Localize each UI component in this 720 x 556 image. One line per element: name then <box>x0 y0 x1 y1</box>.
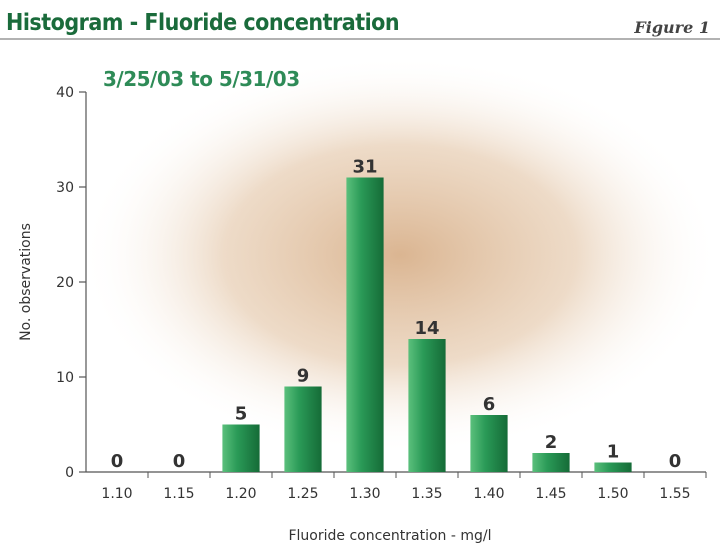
bar-value-label: 9 <box>297 366 310 387</box>
x-tick-label: 1.40 <box>473 486 504 502</box>
y-tick-label: 40 <box>56 85 74 101</box>
background-glow <box>80 55 720 455</box>
histogram-bar <box>408 339 446 472</box>
bar-value-label: 1 <box>607 442 620 463</box>
chart-title: Histogram - Fluoride concentration <box>6 10 399 36</box>
bar-value-label: 0 <box>111 451 124 472</box>
x-tick-label: 1.45 <box>535 486 566 502</box>
x-tick-label: 1.30 <box>349 486 380 502</box>
x-tick-label: 1.25 <box>287 486 318 502</box>
bar-value-label: 6 <box>483 394 496 415</box>
chart-subtitle: 3/25/03 to 5/31/03 <box>103 67 300 91</box>
histogram-bar <box>532 453 570 472</box>
bar-value-label: 14 <box>414 318 439 339</box>
histogram-bar <box>222 424 260 472</box>
bars: 0 0 5 9 31 14 6 2 1 0 <box>111 157 682 472</box>
y-tick-label: 10 <box>56 370 74 386</box>
histogram-bar <box>470 415 508 472</box>
bar-value-label: 0 <box>669 451 682 472</box>
bar-value-label: 31 <box>352 157 377 178</box>
figure-label: Figure 1 <box>633 18 710 37</box>
x-tick-label: 1.50 <box>597 486 628 502</box>
bar-value-label: 0 <box>173 451 186 472</box>
x-ticks: 1.10 1.15 1.20 1.25 1.30 1.35 1.40 1.45 1.50 1.55 <box>101 472 707 502</box>
histogram-bar <box>284 386 322 472</box>
y-tick-label: 0 <box>65 465 74 481</box>
x-tick-label: 1.55 <box>659 486 690 502</box>
bar-value-label: 5 <box>235 404 248 425</box>
y-tick-label: 30 <box>56 180 74 196</box>
x-tick-label: 1.15 <box>163 486 194 502</box>
histogram-bar <box>594 462 632 472</box>
x-tick-label: 1.35 <box>411 486 442 502</box>
x-tick-label: 1.20 <box>225 486 256 502</box>
x-tick-label: 1.10 <box>101 486 132 502</box>
y-tick-label: 20 <box>56 275 74 291</box>
histogram-bar <box>346 177 384 472</box>
y-axis-label: No. observations <box>18 223 34 341</box>
bar-value-label: 2 <box>545 432 558 453</box>
y-ticks: 0 10 20 30 40 <box>56 85 86 481</box>
x-axis-label: Fluoride concentration - mg/l <box>288 528 491 544</box>
